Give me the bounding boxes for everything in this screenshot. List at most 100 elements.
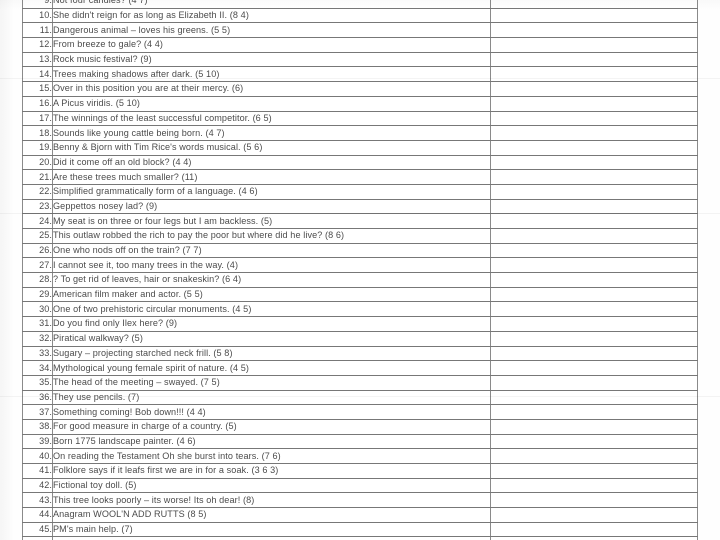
answer-cell[interactable] xyxy=(490,228,698,244)
clue-number: 13. xyxy=(39,54,52,65)
table-row: 30. One of two prehistoric circular monum… xyxy=(22,301,698,318)
table-row: 24. My seat is on three or four legs but … xyxy=(22,213,698,229)
clue-number: 38. xyxy=(39,421,52,432)
clue-text-cell: Mythological young female spirit of natu… xyxy=(52,360,491,376)
answer-cell[interactable] xyxy=(490,345,698,362)
clue-number-cell: 30. xyxy=(22,301,53,318)
answer-cell[interactable] xyxy=(490,139,698,156)
answer-cell[interactable] xyxy=(490,242,698,259)
clue-table-body: 9. Not four candles? (4 7) 10. She didn't r… xyxy=(22,0,698,540)
answer-cell[interactable] xyxy=(490,37,698,53)
clue-text-cell: Sounds like young cattle being born. (4 … xyxy=(52,125,491,141)
clue-number: 16. xyxy=(39,98,52,109)
answer-cell[interactable] xyxy=(490,507,698,523)
answer-cell[interactable] xyxy=(490,374,698,391)
answer-cell[interactable] xyxy=(490,448,698,464)
clue-number-cell: 35. xyxy=(22,374,53,391)
clue-text-cell: Dangerous animal – loves his greens. (5 … xyxy=(52,22,491,39)
clue-text: Simplified grammatically form of a langu… xyxy=(53,186,258,197)
answer-cell[interactable] xyxy=(490,477,698,494)
clue-number: 11. xyxy=(39,24,52,35)
clue-number-cell: 17. xyxy=(22,110,53,127)
clue-text: Sugary – projecting starched neck frill.… xyxy=(53,347,233,358)
answer-cell[interactable] xyxy=(490,433,698,450)
clue-number-cell: 9. xyxy=(22,0,53,9)
clue-number: 24. xyxy=(39,215,52,226)
clue-text-cell: One of two prehistoric circular monument… xyxy=(52,301,491,318)
clue-number: 40. xyxy=(39,450,52,461)
answer-cell[interactable] xyxy=(490,95,698,112)
answer-cell[interactable] xyxy=(490,154,698,171)
clue-text: Rock music festival? (9) xyxy=(53,54,152,65)
answer-cell[interactable] xyxy=(490,213,698,229)
clue-text: The head of the meeting – swayed. (7 5) xyxy=(53,377,220,388)
clue-text-cell: One who nods off on the train? (7 7) xyxy=(52,242,491,259)
table-row: 17. The winnings of the least successful … xyxy=(22,110,698,127)
clue-number: 30. xyxy=(39,303,52,314)
table-row: 22. Simplified grammatically form of a la… xyxy=(22,183,698,200)
answer-cell[interactable] xyxy=(490,316,698,332)
answer-cell[interactable] xyxy=(490,418,698,435)
answer-cell[interactable] xyxy=(490,463,698,479)
answer-cell[interactable] xyxy=(490,257,698,274)
clue-text: Sounds like young cattle being born. (4 … xyxy=(53,127,225,138)
answer-cell[interactable] xyxy=(490,492,698,509)
answer-cell[interactable] xyxy=(490,0,698,9)
clue-text-cell: Trees making shadows after dark. (5 10) xyxy=(52,66,491,83)
table-row: 44. Anagram WOOL'N ADD RUTTS (8 5) xyxy=(22,507,698,523)
clue-text-cell: I cannot see it, too many trees in the w… xyxy=(52,257,491,274)
answer-cell[interactable] xyxy=(490,66,698,83)
answer-cell[interactable] xyxy=(490,81,698,97)
answer-cell[interactable] xyxy=(490,286,698,303)
clue-number: 33. xyxy=(39,347,52,358)
table-row: 31. Do you find only Ilex here? (9) xyxy=(22,316,698,332)
clue-text: Born 1775 landscape painter. (4 6) xyxy=(53,435,196,446)
answer-cell[interactable] xyxy=(490,536,698,540)
answer-cell[interactable] xyxy=(490,22,698,39)
table-row: 13. Rock music festival? (9) xyxy=(22,51,698,68)
clue-number-cell: 38. xyxy=(22,418,53,435)
answer-cell[interactable] xyxy=(490,272,698,288)
clue-number-cell: 32. xyxy=(22,330,53,347)
clue-text-cell: They use pencils. (7) xyxy=(52,389,491,406)
clue-text: Benny & Bjorn with Tim Rice's words musi… xyxy=(53,142,263,153)
clue-number: 43. xyxy=(39,494,52,505)
clue-number: 15. xyxy=(39,83,52,94)
answer-cell[interactable] xyxy=(490,330,698,347)
clue-number: 29. xyxy=(39,289,52,300)
clue-number: 28. xyxy=(39,274,52,285)
clue-text-cell: This outlaw robbed the rich to pay the p… xyxy=(52,228,491,244)
answer-cell[interactable] xyxy=(490,7,698,24)
answer-cell[interactable] xyxy=(490,404,698,420)
clue-text-cell: She didn't reign for as long as Elizabet… xyxy=(52,7,491,24)
clue-text-cell: From breeze to gale? (4 4) xyxy=(52,37,491,53)
answer-cell[interactable] xyxy=(490,389,698,406)
answer-cell[interactable] xyxy=(490,521,698,538)
clue-number-cell: 45. xyxy=(22,521,53,538)
clue-table: 9. Not four candles? (4 7) 10. She didn't r… xyxy=(22,0,698,540)
clue-text-cell: Geppettos nosey lad? (9) xyxy=(52,198,491,215)
clue-text-cell: American film maker and actor. (5 5) xyxy=(52,286,491,303)
answer-cell[interactable] xyxy=(490,198,698,215)
table-row: 29. American film maker and actor. (5 5) xyxy=(22,286,698,303)
clue-text-cell: Over in this position you are at their m… xyxy=(52,81,491,97)
answer-cell[interactable] xyxy=(490,301,698,318)
clue-text-cell: PM's main help. (7) xyxy=(52,521,491,538)
clue-text: From breeze to gale? (4 4) xyxy=(53,39,164,50)
clue-text: She didn't reign for as long as Elizabet… xyxy=(53,10,249,21)
answer-cell[interactable] xyxy=(490,125,698,141)
table-row: 16. A Picus viridis. (5 10) xyxy=(22,95,698,112)
clue-number: 23. xyxy=(39,200,52,211)
table-row: 14. Trees making shadows after dark. (5 1… xyxy=(22,66,698,83)
answer-cell[interactable] xyxy=(490,51,698,68)
answer-cell[interactable] xyxy=(490,110,698,127)
clue-text: Not four candles? (4 7) xyxy=(53,0,148,6)
answer-cell[interactable] xyxy=(490,360,698,376)
clue-number: 37. xyxy=(39,406,52,417)
clue-text: Fictional toy doll. (5) xyxy=(53,480,137,491)
clue-text-cell: ? To get rid of leaves, hair or snakeski… xyxy=(52,272,491,288)
clue-text: The winnings of the least successful com… xyxy=(53,112,272,123)
clue-text: Dangerous animal – loves his greens. (5 … xyxy=(53,24,231,35)
answer-cell[interactable] xyxy=(490,183,698,200)
answer-cell[interactable] xyxy=(490,169,698,185)
